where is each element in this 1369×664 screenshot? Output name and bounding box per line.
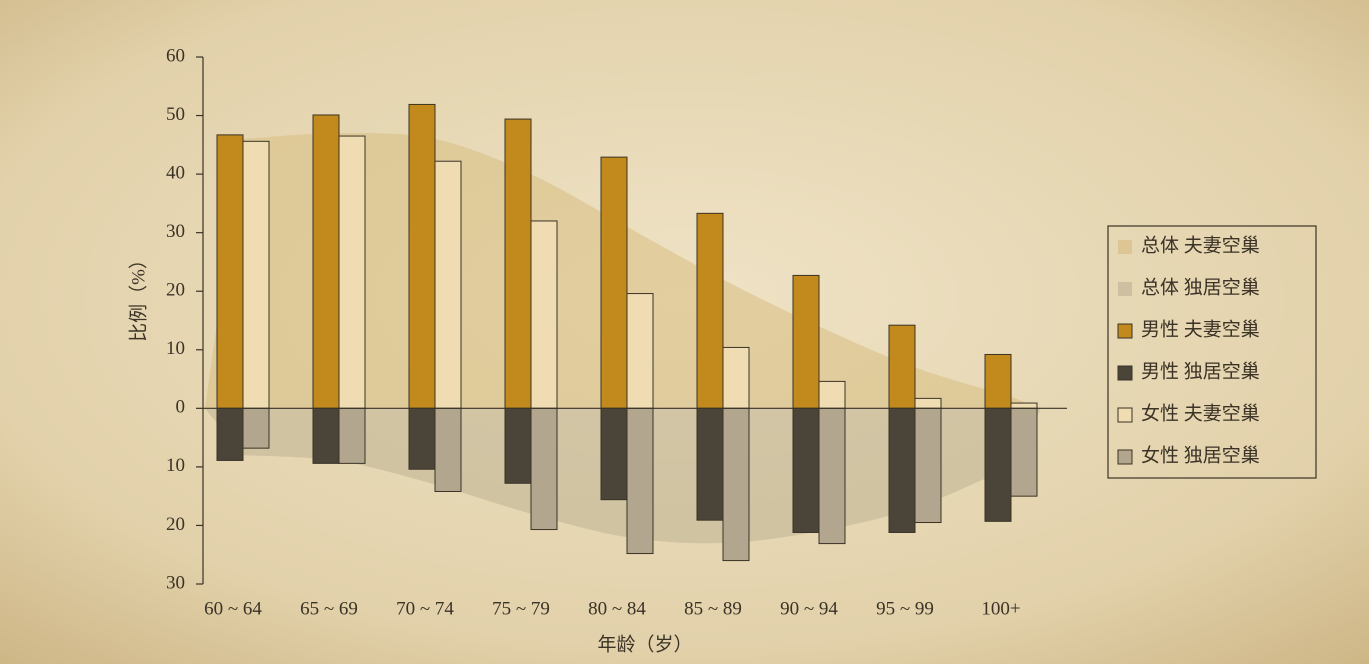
bar xyxy=(984,407,1012,522)
legend-swatch xyxy=(1117,323,1133,339)
x-tick-label: 80 ~ 84 xyxy=(588,598,646,619)
bar xyxy=(530,220,558,409)
legend-label: 男性 独居空巢 xyxy=(1141,360,1260,382)
bar xyxy=(696,407,724,521)
bar xyxy=(434,160,462,409)
y-tick-label: 30 xyxy=(166,221,185,242)
legend-label: 女性 夫妻空巢 xyxy=(1141,402,1260,424)
x-tick-label: 90 ~ 94 xyxy=(780,598,838,619)
bar xyxy=(818,407,846,545)
x-tick-label: 75 ~ 79 xyxy=(492,598,550,619)
bar xyxy=(600,156,628,409)
bar xyxy=(242,140,270,409)
bar xyxy=(600,407,628,501)
legend-label: 女性 独居空巢 xyxy=(1141,444,1260,466)
bar xyxy=(504,118,532,409)
y-tick-label: 10 xyxy=(166,455,185,476)
legend-box xyxy=(1107,225,1317,479)
legend-label: 总体 独居空巢 xyxy=(1141,276,1260,298)
bar xyxy=(1010,407,1038,497)
y-tick-label: 0 xyxy=(176,397,186,418)
bar xyxy=(216,407,244,461)
bar xyxy=(408,103,436,409)
bar xyxy=(504,407,532,484)
legend-swatch xyxy=(1117,449,1133,465)
x-tick-label: 70 ~ 74 xyxy=(396,598,454,619)
bar xyxy=(338,135,366,409)
x-axis-label: 年龄（岁） xyxy=(597,633,692,655)
bar xyxy=(792,407,820,533)
bar xyxy=(1010,402,1038,409)
bar xyxy=(888,407,916,533)
bar xyxy=(626,293,654,409)
bar xyxy=(888,324,916,409)
bar xyxy=(338,407,366,464)
bar xyxy=(434,407,462,492)
legend-label: 总体 夫妻空巢 xyxy=(1141,234,1260,256)
x-tick-label: 85 ~ 89 xyxy=(684,598,742,619)
bar xyxy=(216,134,244,409)
y-tick-label: 60 xyxy=(166,45,185,66)
x-tick-label: 65 ~ 69 xyxy=(300,598,358,619)
bar xyxy=(530,407,558,531)
y-tick-label: 30 xyxy=(166,572,185,593)
legend-label: 男性 夫妻空巢 xyxy=(1141,318,1260,340)
y-axis-label: 比例（%） xyxy=(127,250,149,342)
legend-swatch xyxy=(1118,240,1132,254)
bar xyxy=(626,407,654,555)
bar xyxy=(696,212,724,409)
bar xyxy=(242,407,270,449)
bar xyxy=(818,380,846,409)
bar xyxy=(984,353,1012,409)
x-tick-label: 100+ xyxy=(981,598,1020,619)
y-tick-label: 10 xyxy=(166,338,185,359)
bar xyxy=(722,346,750,409)
bar xyxy=(914,407,942,524)
legend-swatch xyxy=(1118,282,1132,296)
y-tick-label: 20 xyxy=(166,280,185,301)
bar xyxy=(722,407,750,562)
y-tick-label: 50 xyxy=(166,104,185,125)
legend-swatch xyxy=(1117,365,1133,381)
bar xyxy=(792,274,820,409)
y-tick-label: 40 xyxy=(166,162,185,183)
y-tick-label: 20 xyxy=(166,514,185,535)
bar xyxy=(312,407,340,464)
x-tick-label: 95 ~ 99 xyxy=(876,598,934,619)
bar xyxy=(914,397,942,409)
legend-swatch xyxy=(1117,407,1133,423)
bar xyxy=(408,407,436,470)
bar xyxy=(312,114,340,409)
x-tick-label: 60 ~ 64 xyxy=(204,598,262,619)
